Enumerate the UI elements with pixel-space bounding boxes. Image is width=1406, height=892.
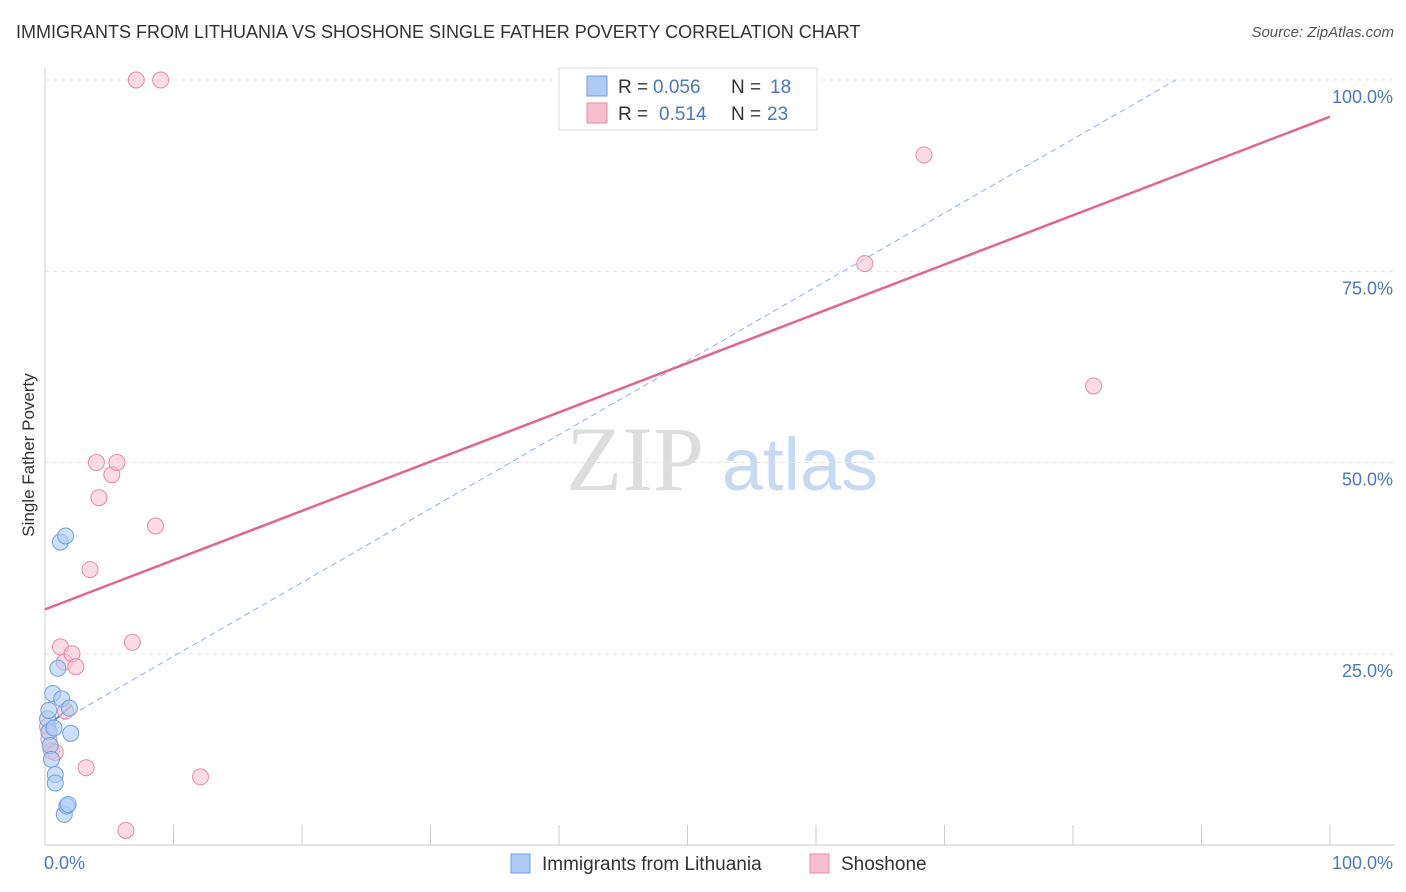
blue-point-7 [46, 774, 64, 792]
pink-point-16 [123, 633, 141, 651]
pink-point-23 [1085, 377, 1103, 395]
pink-point-10 [81, 561, 99, 579]
tick-labels: 25.0% 50.0% 75.0% 100.0% 0.0% 100.0% [44, 87, 1393, 873]
legend-r-label-2: R = [618, 104, 648, 125]
watermark-zip: ZIP [566, 408, 704, 510]
series-legend-swatch-pink [809, 853, 830, 874]
legend-n-label-1: N = [731, 77, 761, 98]
axes [44, 68, 1395, 846]
blue-point-15 [60, 699, 78, 717]
pink-point-20 [191, 768, 209, 786]
y-tick-label-25: 25.0% [1342, 661, 1393, 681]
legend-r-value-2: 0.514 [659, 104, 707, 125]
blue-point-8 [49, 659, 67, 677]
legend-swatch-pink [586, 102, 608, 124]
x-tick-label-100: 100.0% [1332, 853, 1393, 873]
blue-point-17 [40, 701, 58, 719]
blue-point-12 [57, 527, 75, 545]
legend: R = 0.056 N = 18 R = 0.514 N = 23 [558, 67, 818, 131]
blue-extended-trend-line [44, 79, 1177, 731]
grid-lines [45, 79, 1395, 655]
pink-point-12 [90, 489, 108, 507]
pink-point-15 [117, 821, 135, 839]
legend-swatch-blue [586, 75, 608, 97]
pink-point-9 [77, 759, 95, 777]
y-tick-label-75: 75.0% [1342, 278, 1393, 298]
x-tick-label-0: 0.0% [44, 853, 85, 873]
blue-point-3 [42, 750, 60, 768]
source-credit: Source: ZipAtlas.com [1251, 24, 1394, 41]
blue-point-16 [62, 724, 80, 742]
legend-n-value-1: 18 [770, 77, 791, 98]
legend-r-value-1: 0.056 [653, 77, 701, 98]
legend-r-label-1: R = [618, 77, 648, 98]
chart-title: IMMIGRANTS FROM LITHUANIA VS SHOSHONE SI… [16, 22, 861, 42]
pink-trend-line [44, 115, 1331, 611]
pink-point-11 [87, 454, 105, 471]
pink-point-17 [127, 71, 145, 89]
pink-point-8 [67, 658, 85, 676]
pink-point-22 [915, 146, 933, 164]
series-legend: Immigrants from Lithuania Shoshone [510, 853, 927, 875]
series-legend-label-1: Immigrants from Lithuania [542, 854, 762, 875]
y-axis-label: Single Father Poverty [19, 373, 38, 537]
data-points [39, 71, 1103, 839]
legend-n-value-2: 23 [767, 104, 788, 125]
pink-point-21 [856, 255, 874, 273]
pink-point-14 [108, 454, 126, 471]
series-legend-swatch-blue [510, 853, 531, 874]
watermark-atlas: atlas [722, 423, 878, 506]
trend-lines [44, 79, 1331, 731]
y-tick-label-100: 100.0% [1332, 87, 1393, 107]
pink-point-19 [152, 71, 170, 89]
legend-n-label-2: N = [731, 104, 761, 125]
series-legend-label-2: Shoshone [841, 854, 927, 875]
blue-point-5 [45, 719, 63, 737]
blue-point-14 [59, 795, 77, 813]
pink-point-18 [147, 517, 165, 535]
y-tick-label-50: 50.0% [1342, 470, 1393, 490]
